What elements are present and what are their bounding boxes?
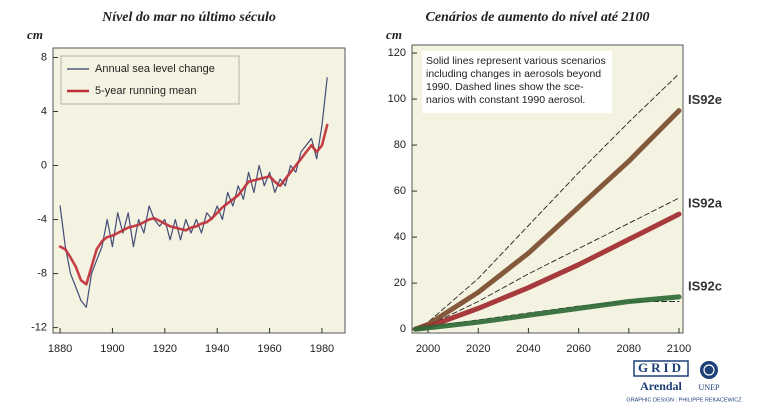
x-tick-label: 2000 [416,343,440,355]
legend-label: 5-year running mean [95,85,197,97]
logo-agency: UNEP [699,383,720,392]
x-tick-label: 1960 [257,343,281,355]
logo: GRID Arendal UNEP GRAPHIC DESIGN : PHILI… [626,360,742,403]
logo-text: GRID [638,360,684,375]
y-tick-label: 8 [41,51,47,63]
y-tick-label: 120 [388,47,406,59]
y-tick-label: 100 [388,93,406,105]
series-line [413,294,682,332]
series-label: IS92a [688,196,723,211]
y-tick-label: 80 [394,139,406,151]
y-tick-label: -4 [37,213,47,225]
y-axis-label: cm [27,27,43,42]
y-tick-label: 20 [394,277,406,289]
x-tick-label: 2100 [667,343,691,355]
annotation-box [422,51,612,113]
y-tick-label: -12 [31,322,47,334]
y-tick-label: 60 [394,185,406,197]
logo-place: Arendal [640,379,682,393]
series-label: IS92c [688,278,722,293]
y-tick-label: 0 [41,159,47,171]
series-label: IS92e [688,92,722,107]
dashed-line [415,73,680,330]
x-tick-label: 2040 [516,343,540,355]
legend-label: Annual sea level change [95,63,215,75]
y-tick-label: 0 [400,323,406,335]
annotation: 1990. Dashed lines show the sce- [426,81,584,93]
series-line [58,123,329,286]
y-tick-label: 4 [41,105,47,117]
x-tick-label: 1980 [310,343,334,355]
chart-title: Nível do mar no último século [101,10,276,25]
x-tick-label: 2020 [466,343,490,355]
x-tick-label: 1880 [48,343,72,355]
x-tick-label: 1920 [153,343,177,355]
x-tick-label: 1940 [205,343,229,355]
y-tick-label: 40 [394,231,406,243]
y-tick-label: -8 [37,267,47,279]
x-tick-label: 1900 [100,343,124,355]
legend-box [60,55,240,105]
chart-title: Cenários de aumento do nível até 2100 [426,10,650,25]
x-tick-label: 2060 [566,343,590,355]
annotation: including changes in aerosols beyond [426,68,601,80]
credit: GRAPHIC DESIGN : PHILIPPE REKACEWICZ [626,397,742,403]
annotation: Solid lines represent various scenarios [426,55,606,67]
unep-emblem-ring [703,364,715,376]
x-tick-label: 2080 [617,343,641,355]
unep-emblem [700,361,718,379]
y-axis-label: cm [386,27,402,42]
annotation: narios with constant 1990 aerosol. [426,94,585,106]
logo-box [633,360,689,377]
